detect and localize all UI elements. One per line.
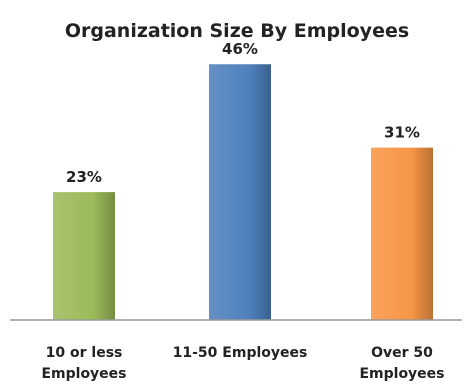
category-label-11-50-employees: 11-50 Employees: [173, 345, 308, 361]
category-label-over-50-employees: Over 50 Employees: [359, 345, 444, 382]
chart-title: Organization Size By Employees: [65, 20, 409, 42]
data-label-10-or-less-employees: 23%: [66, 168, 102, 186]
data-label-11-50-employees: 46%: [222, 40, 258, 58]
category-labels-group: 10 or less Employees 11-50 Employees Over 5…: [41, 345, 444, 382]
bar-11-50-employees: [209, 64, 271, 321]
bar-10-or-less-employees: [53, 192, 115, 320]
bar-over-50-employees: [371, 147, 433, 320]
category-label-10-or-less-employees: 10 or less Employees: [41, 345, 126, 382]
data-label-over-50-employees: 31%: [384, 124, 420, 142]
bars-group: [53, 64, 433, 321]
data-labels-group: 23% 46% 31%: [66, 40, 420, 186]
